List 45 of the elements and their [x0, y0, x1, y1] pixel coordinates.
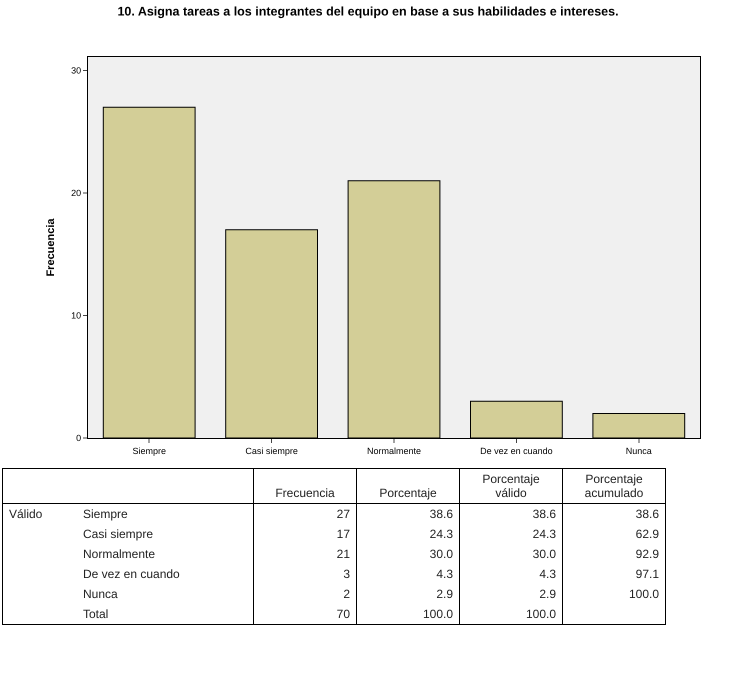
data-label: 30.0	[460, 544, 562, 564]
category-label: Normalmente	[82, 546, 156, 563]
text: Válido	[2, 504, 77, 524]
data-label: 2.9	[460, 584, 562, 604]
x-tick-label: Nunca	[626, 446, 652, 456]
x-tick-label: Siempre	[132, 446, 166, 456]
x-tick-label: Normalmente	[366, 446, 422, 456]
data-label: 38.6	[356, 504, 460, 524]
data-label: 24.3	[460, 524, 562, 544]
data-label: 100.0	[460, 604, 562, 624]
data-label: 38.6	[460, 504, 562, 524]
chart-title: 10. Asigna tareas a los integrantes del equipo en base a sus habilidades e intereses.	[117, 4, 619, 19]
data-label: 4.3	[460, 564, 562, 584]
category-label: Nunca	[82, 586, 119, 603]
data-label: 30.0	[356, 544, 460, 564]
text: Frecuencia	[254, 468, 356, 504]
category-label: Siempre	[82, 506, 129, 523]
y-axis-title: Frecuencia	[44, 218, 57, 277]
data-label: 70	[254, 604, 356, 624]
category-label: Total	[77, 604, 254, 624]
data-label: 2	[254, 584, 356, 604]
data-label: 24.3	[356, 524, 460, 544]
category-label: Casi siempre	[82, 526, 154, 543]
data-label: 3	[254, 564, 356, 584]
y-tick-label: 0	[76, 433, 82, 444]
category-label: De vez en cuando	[82, 566, 181, 583]
data-label: 4.3	[356, 564, 460, 584]
data-label: 62.9	[562, 524, 666, 544]
data-label: 38.6	[562, 504, 666, 524]
data-label: 21	[254, 544, 356, 564]
text: Porcentaje acumulado	[562, 468, 666, 504]
data-label: 97.1	[562, 564, 666, 584]
data-label: 100.0	[562, 584, 666, 604]
text: Porcentaje	[356, 468, 460, 504]
text: Porcentaje válido	[460, 468, 562, 504]
data-label: 17	[254, 524, 356, 544]
y-tick-label: 30	[71, 66, 82, 76]
y-tick-label: 10	[71, 310, 82, 321]
y-tick-label: 20	[71, 188, 82, 198]
x-tick-label: De vez en cuando	[480, 446, 553, 456]
data-label: 2.9	[356, 584, 460, 604]
data-label: 92.9	[562, 544, 666, 564]
data-label: 100.0	[356, 604, 460, 624]
data-label: 27	[254, 504, 356, 524]
x-tick-label: Casi siempre	[245, 446, 298, 456]
